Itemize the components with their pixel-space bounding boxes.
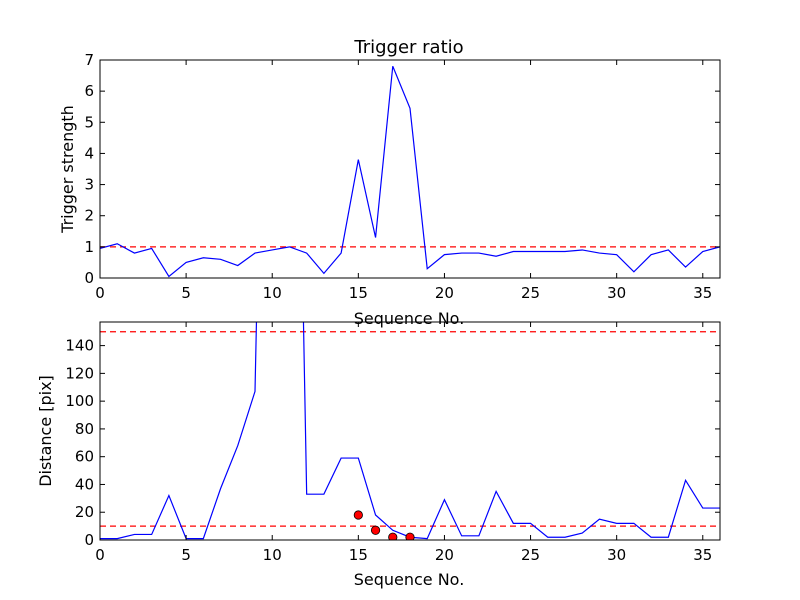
y-tick-label: 6	[84, 82, 94, 100]
x-tick-label: 5	[181, 284, 191, 302]
data-point-marker	[370, 525, 381, 535]
y-tick-label: 0	[84, 531, 94, 549]
plot-area	[100, 322, 720, 540]
y-tick-label: 2	[84, 207, 94, 225]
y-tick-label: 60	[75, 448, 94, 466]
y-axis-label: Trigger strength	[58, 105, 77, 234]
x-tick-label: 35	[693, 546, 712, 564]
x-tick-label: 15	[349, 546, 368, 564]
series-line-0	[100, 322, 720, 540]
plot-frame	[99, 321, 721, 541]
x-tick-label: 35	[693, 284, 712, 302]
plot-area	[100, 66, 720, 278]
y-tick-label: 140	[65, 337, 94, 355]
y-tick-label: 20	[75, 503, 94, 521]
y-tick-label: 4	[84, 144, 94, 162]
chart-title: Trigger ratio	[353, 37, 463, 58]
series-line-0	[100, 66, 720, 278]
x-tick-label: 10	[263, 284, 282, 302]
y-tick-label: 1	[84, 238, 94, 256]
y-tick-label: 0	[84, 269, 94, 287]
plot-frame	[99, 59, 721, 279]
y-tick-label: 80	[75, 420, 94, 438]
x-tick-label: 20	[435, 284, 454, 302]
y-tick-label: 120	[65, 364, 94, 382]
y-tick-label: 7	[84, 51, 94, 69]
y-tick-label: 100	[65, 392, 94, 410]
trigger-ratio-panel: Trigger ratio Sequence No. Trigger stren…	[58, 37, 721, 328]
y-tick-label: 40	[75, 475, 94, 493]
y-tick-label: 5	[84, 113, 94, 131]
x-tick-label: 25	[521, 546, 540, 564]
data-point-marker	[353, 510, 363, 520]
y-tick-label: 3	[84, 176, 94, 194]
data-point-marker	[405, 532, 415, 540]
x-tick-label: 0	[95, 546, 105, 564]
x-tick-label: 10	[263, 546, 282, 564]
x-tick-label: 30	[607, 546, 626, 564]
data-point-marker	[388, 532, 398, 540]
x-tick-label: 25	[521, 284, 540, 302]
x-tick-label: 0	[95, 284, 105, 302]
x-tick-label: 5	[181, 546, 191, 564]
x-tick-label: 20	[435, 546, 454, 564]
x-axis-label: Sequence No.	[354, 570, 465, 589]
y-axis-label: Distance [pix]	[36, 375, 55, 487]
distance-panel: Sequence No. Distance [pix] 0 5 10 15 20 25 30…	[36, 321, 721, 589]
x-axis-label: Sequence No.	[354, 309, 465, 328]
x-tick-label: 30	[607, 284, 626, 302]
x-tick-label: 15	[349, 284, 368, 302]
